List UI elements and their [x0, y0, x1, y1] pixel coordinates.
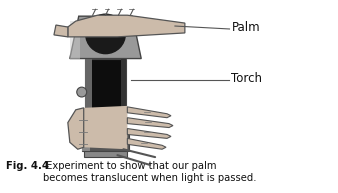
Circle shape: [86, 14, 125, 54]
FancyBboxPatch shape: [82, 135, 129, 151]
Polygon shape: [68, 15, 185, 37]
Text: Fig. 4.4: Fig. 4.4: [6, 161, 49, 171]
Text: Torch: Torch: [232, 72, 263, 85]
Text: Palm: Palm: [232, 20, 260, 34]
Polygon shape: [127, 138, 166, 149]
Polygon shape: [70, 16, 141, 58]
FancyBboxPatch shape: [85, 58, 92, 135]
FancyBboxPatch shape: [84, 151, 127, 157]
Polygon shape: [127, 118, 173, 128]
FancyBboxPatch shape: [85, 58, 126, 135]
FancyBboxPatch shape: [121, 58, 126, 135]
Polygon shape: [70, 21, 80, 58]
Circle shape: [95, 23, 104, 33]
Text: Experiment to show that our palm
becomes translucent when light is passed.: Experiment to show that our palm becomes…: [43, 161, 257, 183]
Polygon shape: [84, 106, 127, 149]
Polygon shape: [68, 108, 84, 149]
Polygon shape: [127, 107, 171, 118]
Polygon shape: [127, 129, 171, 138]
Polygon shape: [54, 25, 68, 37]
Circle shape: [77, 87, 87, 97]
FancyBboxPatch shape: [82, 135, 90, 151]
